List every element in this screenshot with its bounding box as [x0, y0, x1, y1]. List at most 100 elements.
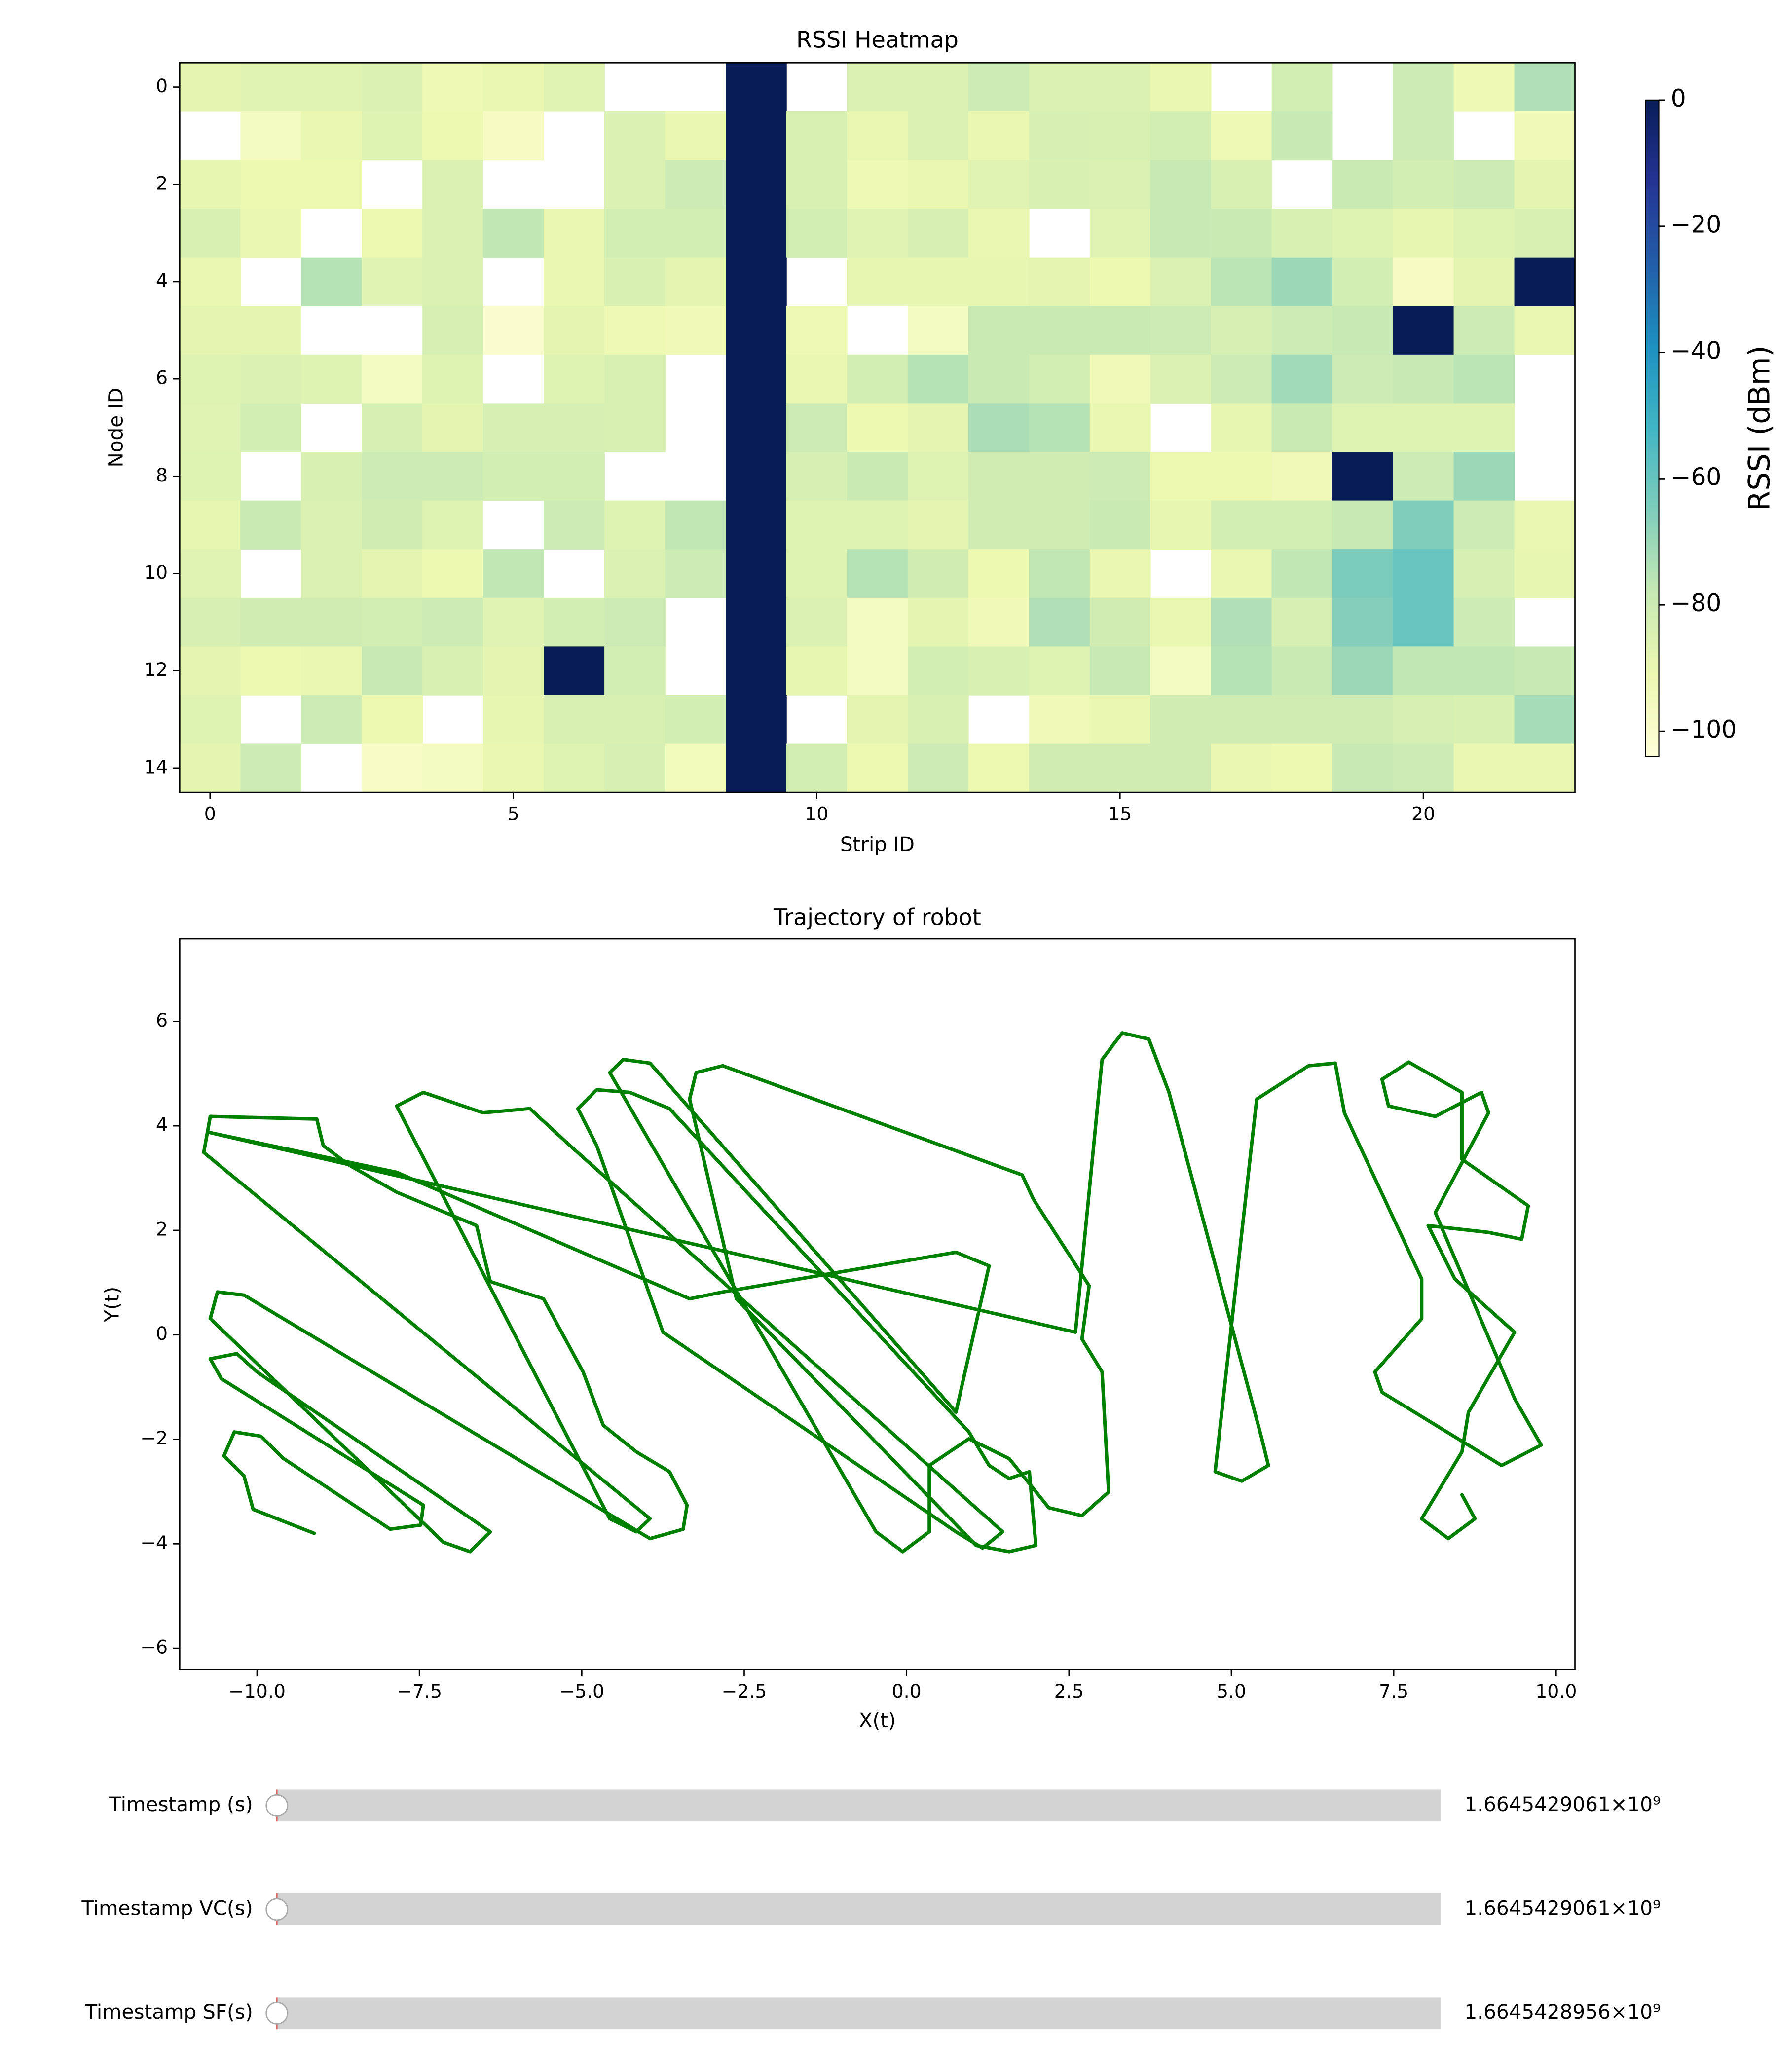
- slider-track[interactable]: [277, 1997, 1441, 2030]
- heatmap-cell: [907, 354, 969, 404]
- heatmap-cell: [301, 549, 363, 598]
- heatmap-cell: [1393, 646, 1454, 696]
- slider-handle[interactable]: [265, 1898, 289, 1921]
- heatmap-cell: [604, 209, 666, 258]
- slider-value: 1.6645429061×10⁹: [1465, 1792, 1661, 1816]
- heatmap-cell: [1029, 403, 1090, 452]
- heatmap-cell: [968, 63, 1030, 112]
- heatmap-cell: [665, 695, 726, 744]
- heatmap-cell: [1150, 646, 1212, 696]
- heatmap-cell: [725, 743, 787, 793]
- heatmap-cell: [422, 403, 483, 452]
- x-tick-label: 5: [508, 803, 519, 825]
- heatmap-cell: [1089, 111, 1151, 161]
- heatmap-cell: [604, 743, 666, 793]
- heatmap-cell: [786, 646, 848, 696]
- heatmap-cell: [604, 160, 666, 209]
- heatmap-cell: [180, 63, 241, 112]
- heatmap-cell: [362, 209, 423, 258]
- heatmap-cell: [1453, 452, 1515, 501]
- heatmap-cell: [1211, 549, 1272, 598]
- heatmap-cell: [1089, 257, 1151, 307]
- y-tick-label: 10: [144, 561, 168, 583]
- heatmap-cell: [1271, 452, 1333, 501]
- colorbar-tick-label: 0: [1671, 85, 1686, 112]
- heatmap-cell: [968, 500, 1030, 550]
- heatmap-cell: [544, 403, 605, 452]
- y-tick-label: 14: [144, 756, 168, 777]
- heatmap-cell: [483, 452, 544, 501]
- heatmap-cell: [1393, 452, 1454, 501]
- heatmap-cell: [1211, 354, 1272, 404]
- heatmap-cell: [847, 597, 908, 647]
- heatmap-cell: [422, 354, 483, 404]
- heatmap-cell: [1150, 354, 1212, 404]
- heatmap-cell: [1393, 695, 1454, 744]
- y-tick-label: −6: [140, 1636, 168, 1658]
- heatmap-cell: [1029, 695, 1090, 744]
- heatmap-cell: [1029, 646, 1090, 696]
- heatmap-cell: [1332, 209, 1394, 258]
- heatmap-cell: [544, 63, 605, 112]
- slider-track[interactable]: [277, 1893, 1441, 1925]
- heatmap-cell: [847, 111, 908, 161]
- y-tick-label: 4: [156, 1114, 168, 1136]
- slider[interactable]: Timestamp (s) 1.6645429061×10⁹: [109, 1789, 1661, 1822]
- heatmap-cell: [847, 354, 908, 404]
- heatmap-cell: [907, 111, 969, 161]
- heatmap-cell: [422, 257, 483, 307]
- x-tick-label: 15: [1108, 803, 1132, 825]
- heatmap-cell: [180, 209, 241, 258]
- heatmap-cell: [665, 743, 726, 793]
- heatmap-cell: [1211, 452, 1272, 501]
- heatmap-cell: [1332, 646, 1394, 696]
- slider[interactable]: Timestamp VC(s) 1.6645429061×10⁹: [81, 1893, 1661, 1925]
- y-axis-label: Node ID: [104, 388, 127, 468]
- heatmap-cell: [725, 306, 787, 355]
- heatmap-cell: [968, 403, 1030, 452]
- heatmap-cell: [725, 160, 787, 209]
- y-tick-label: 0: [156, 1323, 168, 1344]
- x-tick-label: −10.0: [228, 1680, 286, 1702]
- heatmap-cell: [786, 500, 848, 550]
- heatmap-cell: [1089, 354, 1151, 404]
- heatmap-cell: [544, 257, 605, 307]
- heatmap-cell: [1029, 111, 1090, 161]
- heatmap-cell: [725, 549, 787, 598]
- heatmap-cell: [665, 111, 726, 161]
- heatmap-cell: [180, 257, 241, 307]
- heatmap-cell: [665, 549, 726, 598]
- y-tick-label: 12: [144, 659, 168, 680]
- heatmap-cell: [604, 257, 666, 307]
- heatmap-cell: [786, 549, 848, 598]
- heatmap-cell: [1393, 549, 1454, 598]
- heatmap-cell: [907, 209, 969, 258]
- heatmap-cell: [180, 306, 241, 355]
- heatmap-cell: [180, 500, 241, 550]
- heatmap-cell: [1029, 160, 1090, 209]
- heatmap-cell: [1393, 63, 1454, 112]
- heatmap-cell: [301, 500, 363, 550]
- x-tick-label: −5.0: [559, 1680, 604, 1702]
- slider-track[interactable]: [277, 1789, 1441, 1822]
- heatmap-cell: [483, 695, 544, 744]
- heatmap-cell: [1089, 646, 1151, 696]
- heatmap-cell: [362, 257, 423, 307]
- heatmap-cell: [1453, 306, 1515, 355]
- heatmap-cell: [544, 452, 605, 501]
- slider-handle[interactable]: [265, 2001, 289, 2025]
- heatmap-cell: [604, 549, 666, 598]
- heatmap-cell: [1393, 160, 1454, 209]
- heatmap-cell: [180, 160, 241, 209]
- heatmap-cell: [1453, 743, 1515, 793]
- x-tick-label: 10: [805, 803, 828, 825]
- slider-handle[interactable]: [265, 1794, 289, 1817]
- trajectory-line: [202, 1031, 1543, 1554]
- heatmap-cell: [1089, 452, 1151, 501]
- heatmap-cell: [847, 209, 908, 258]
- heatmap-cell: [1211, 743, 1272, 793]
- heatmap-cell: [301, 111, 363, 161]
- slider[interactable]: Timestamp SF(s) 1.6645428956×10⁹: [84, 1997, 1661, 2030]
- heatmap-cell: [1453, 646, 1515, 696]
